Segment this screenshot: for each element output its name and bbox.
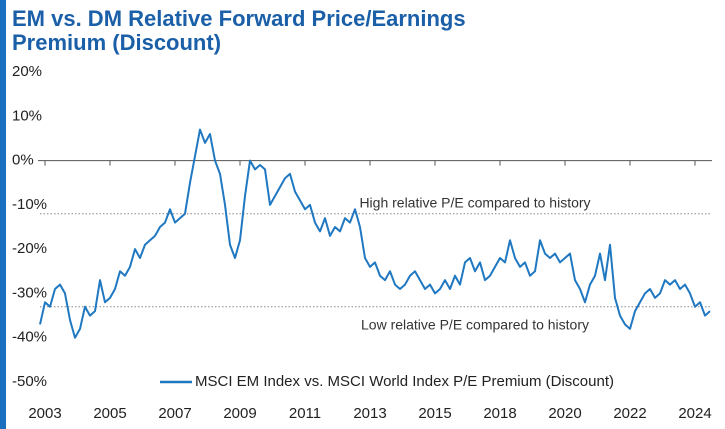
chart-title: EM vs. DM Relative Forward Price/Earning… xyxy=(12,6,466,55)
y-tick-label: 0% xyxy=(12,152,34,169)
x-tick-label: 2003 xyxy=(28,405,61,422)
legend-label: MSCI EM Index vs. MSCI World Index P/E P… xyxy=(195,373,614,390)
x-tick-label: 2007 xyxy=(158,405,191,422)
x-tick-label: 2005 xyxy=(93,405,126,422)
x-tick-label: 2018 xyxy=(483,405,516,422)
x-tick-label: 2015 xyxy=(418,405,451,422)
y-tick-label: 10% xyxy=(12,107,42,124)
series-line xyxy=(39,128,711,339)
x-tick-label: 2024 xyxy=(678,405,711,422)
y-tick-label: -50% xyxy=(12,373,47,390)
y-tick-label: 20% xyxy=(12,63,42,80)
x-tick-label: 2013 xyxy=(353,405,386,422)
x-tick-label: 2009 xyxy=(223,405,256,422)
y-tick-label: -20% xyxy=(12,240,47,257)
y-tick-label: -40% xyxy=(12,329,47,346)
x-tick-label: 2020 xyxy=(548,405,581,422)
x-tick-label: 2011 xyxy=(289,405,321,422)
reference-label: High relative P/E compared to history xyxy=(359,194,590,210)
y-tick-label: -30% xyxy=(12,284,47,301)
reference-label: Low relative P/E compared to history xyxy=(361,316,589,332)
y-tick-label: -10% xyxy=(12,196,47,213)
accent-bar xyxy=(0,0,6,429)
x-tick-label: 2022 xyxy=(613,405,646,422)
